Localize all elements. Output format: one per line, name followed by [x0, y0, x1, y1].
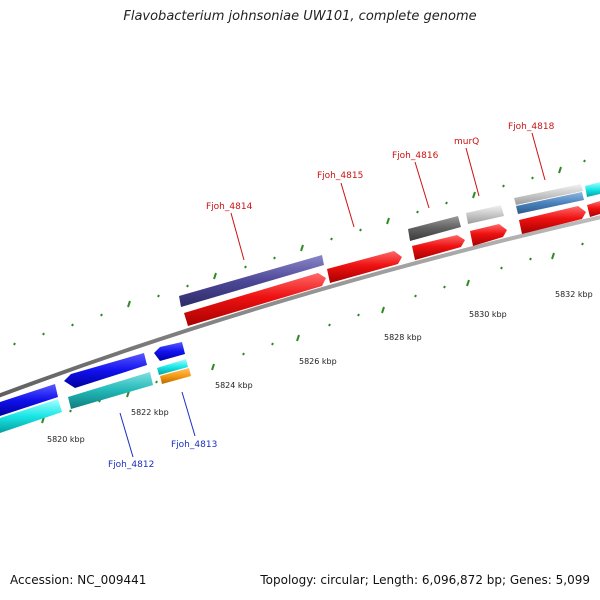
tick-label-5824: 5824 kbp — [215, 381, 253, 390]
inner-tick-row — [41, 242, 584, 424]
genome-backbone — [0, 215, 600, 398]
tick-label-5820: 5820 kbp — [47, 435, 85, 444]
gene-arrow-fjoh-4818-mid[interactable] — [516, 192, 584, 214]
leader-fjoh-4813 — [181, 391, 196, 437]
gene-label-fjoh-4814[interactable]: Fjoh_4814 — [206, 202, 253, 212]
leader-fjoh-4814 — [230, 212, 245, 261]
gene-label-fjoh-4816[interactable]: Fjoh_4816 — [392, 151, 439, 161]
gene-arrow-fjoh-4813-mid[interactable] — [157, 359, 188, 375]
gene-arrow-fjoh-4813-lower[interactable] — [160, 368, 191, 384]
gene-arrow-fjoh-4818-upper[interactable] — [514, 184, 583, 205]
gene-arrow-left-edge-cyan[interactable] — [0, 399, 62, 433]
accession-text: Accession: NC_009441 — [10, 573, 147, 587]
gene-labels: Fjoh_4814 Fjoh_4815 Fjoh_4816 murQ Fjoh_… — [108, 122, 555, 470]
gene-arrow-fjoh-4818[interactable] — [519, 206, 586, 234]
gene-label-murq[interactable]: murQ — [454, 137, 479, 147]
gene-arrow-right-edge-red[interactable] — [587, 201, 600, 217]
gene-arrow-fjoh-4816-upper[interactable] — [408, 216, 461, 241]
tick-label-5826: 5826 kbp — [299, 357, 337, 366]
gene-label-fjoh-4812[interactable]: Fjoh_4812 — [108, 460, 154, 470]
leader-fjoh-4818 — [531, 132, 546, 181]
gene-arrow-murq[interactable] — [470, 224, 507, 246]
gene-arrow-fjoh-4812[interactable] — [64, 353, 147, 388]
tick-label-5828: 5828 kbp — [384, 333, 422, 342]
genome-summary-text: Topology: circular; Length: 6,096,872 bp… — [260, 573, 590, 587]
gene-arrow-right-edge-cyan[interactable] — [585, 182, 600, 197]
gene-arrow-fjoh-4814[interactable] — [184, 273, 326, 326]
leader-fjoh-4816 — [414, 161, 430, 209]
gene-arrow-fjoh-4813[interactable] — [154, 342, 185, 361]
outer-tick-row — [13, 159, 586, 346]
leader-murq — [465, 147, 480, 197]
tick-label-5822: 5822 kbp — [131, 408, 169, 417]
map-title: Flavobacterium johnsoniae UW101, complet… — [123, 9, 477, 24]
leader-fjoh-4812 — [119, 412, 134, 458]
leader-fjoh-4815 — [340, 182, 355, 228]
label-leader-lines — [119, 132, 546, 458]
reverse-strand-genes — [0, 342, 191, 433]
gene-arrow-fjoh-4814-upper[interactable] — [179, 255, 324, 307]
gene-arrow-fjoh-4816[interactable] — [412, 235, 465, 260]
gene-arrow-left-edge-blue[interactable] — [0, 384, 58, 416]
gene-label-fjoh-4818[interactable]: Fjoh_4818 — [508, 122, 555, 132]
gene-arrow-fjoh-4815[interactable] — [327, 251, 402, 283]
gene-label-fjoh-4813[interactable]: Fjoh_4813 — [171, 440, 217, 450]
forward-strand-genes — [179, 182, 600, 326]
tick-label-5832: 5832 kbp — [555, 290, 593, 299]
tick-label-5830: 5830 kbp — [469, 310, 507, 319]
gene-arrow-fjoh-4812-lower[interactable] — [68, 372, 153, 409]
gene-arrow-murq-upper[interactable] — [466, 205, 504, 224]
tick-labels: 5820 kbp 5822 kbp 5824 kbp 5826 kbp 5828… — [47, 290, 593, 444]
gene-label-fjoh-4815[interactable]: Fjoh_4815 — [317, 171, 363, 181]
